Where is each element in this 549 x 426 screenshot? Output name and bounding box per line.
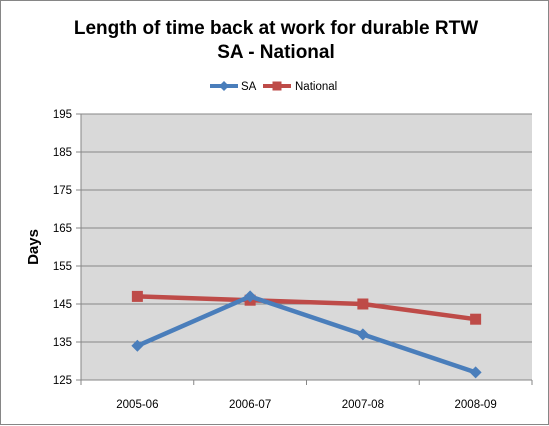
x-tick-label: 2005-06 (116, 399, 158, 411)
x-tick-label: 2007-08 (342, 399, 384, 411)
y-axis-label: Days (25, 229, 42, 265)
legend-label: SA (241, 81, 257, 93)
legend: SA National (210, 81, 337, 93)
data-point-national (357, 298, 369, 310)
y-tick-label: 195 (53, 109, 72, 121)
legend-swatch-marker (219, 81, 229, 91)
data-point-national (131, 290, 143, 302)
series-layer (131, 290, 482, 379)
data-point-sa (356, 328, 369, 341)
legend-item-sa: SA (210, 81, 257, 93)
y-tick-label: 145 (53, 299, 72, 311)
x-tick-label: 2008-09 (455, 399, 497, 411)
y-tick-label: 185 (53, 147, 72, 159)
series-sa (131, 290, 482, 379)
x-tick-label: 2006-07 (229, 399, 271, 411)
legend-item-national: National (263, 81, 337, 93)
y-axis-ticks: 125 135 145 155 165 175 185 195 (53, 109, 81, 387)
y-tick-label: 125 (53, 375, 72, 387)
y-tick-label: 155 (53, 261, 72, 273)
data-point-national (470, 313, 482, 325)
data-point-sa (469, 366, 482, 379)
legend-swatch-marker (272, 81, 282, 91)
data-point-sa (244, 290, 257, 303)
series-line-sa (136, 294, 477, 375)
legend-label: National (295, 81, 337, 93)
x-axis-ticks: 2005-06 2006-07 2007-08 2008-09 (80, 380, 533, 411)
chart-title-line-1: Length of time back at work for durable … (74, 18, 478, 39)
y-tick-label: 165 (53, 223, 72, 235)
series-line-national (137, 294, 476, 322)
chart-title-line-2: SA - National (217, 42, 335, 63)
y-tick-label: 135 (53, 337, 72, 349)
data-point-sa (131, 339, 144, 352)
y-tick-label: 175 (53, 185, 72, 197)
